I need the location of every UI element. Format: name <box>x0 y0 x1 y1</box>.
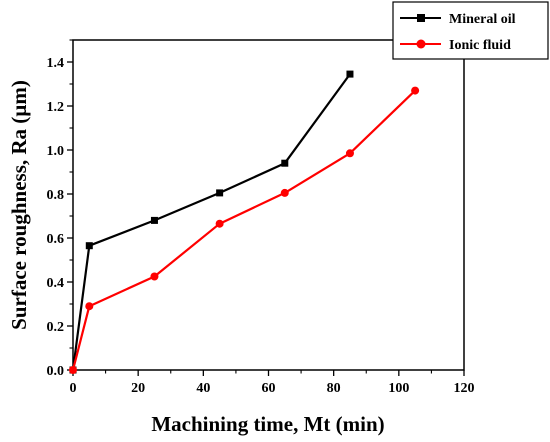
x-tick-label: 0 <box>70 381 77 396</box>
series-1-point <box>215 219 224 228</box>
legend-box <box>392 1 549 60</box>
series-layer <box>69 70 420 374</box>
series-line-1 <box>71 89 416 371</box>
x-axis-title: Machining time, Mt (min) <box>151 412 384 436</box>
series-1-point <box>69 366 77 374</box>
x-tick-label: 20 <box>131 381 145 396</box>
series-1-point <box>150 272 159 281</box>
legend-mineral-oil-marker <box>417 14 425 22</box>
legend: Mineral oil Ionic fluid <box>392 1 549 60</box>
x-tick-label: 80 <box>327 381 341 396</box>
series-0-point <box>216 189 224 197</box>
series-0-point <box>150 216 158 224</box>
y-tick-label: 1.0 <box>47 144 65 159</box>
plot-area-frame <box>72 39 465 371</box>
series-1-point <box>280 188 289 197</box>
series-1-point <box>85 302 94 311</box>
legend-mineral-oil-label: Mineral oil <box>449 12 516 27</box>
y-axis-ticks: 0.0 0.2 0.4 0.6 0.8 1.0 1.2 1.4 <box>47 39 73 379</box>
x-tick-label: 40 <box>196 381 210 396</box>
series-0-point <box>85 242 93 250</box>
legend-ionic-fluid-label: Ionic fluid <box>449 38 511 53</box>
y-tick-label: 0.4 <box>47 276 65 291</box>
series-1-point <box>411 86 420 95</box>
y-axis-title: Surface roughness, Ra (µm) <box>7 80 31 330</box>
y-tick-label: 0.2 <box>47 320 65 335</box>
series-line-0 <box>71 73 351 371</box>
y-tick-label: 0.8 <box>47 188 65 203</box>
x-tick-label: 100 <box>388 381 409 396</box>
y-tick-label: 1.2 <box>47 100 65 115</box>
series-0-point <box>281 159 289 167</box>
series-0-point <box>346 70 354 78</box>
x-axis-ticks: 0 20 40 60 80 100 120 <box>70 370 475 396</box>
y-tick-label: 0.0 <box>47 364 65 379</box>
x-tick-label: 120 <box>454 381 475 396</box>
y-tick-label: 0.6 <box>47 232 65 247</box>
y-tick-label: 1.4 <box>47 56 65 71</box>
legend-ionic-fluid-marker <box>416 39 426 49</box>
x-tick-label: 60 <box>262 381 276 396</box>
series-1-point <box>345 149 354 158</box>
